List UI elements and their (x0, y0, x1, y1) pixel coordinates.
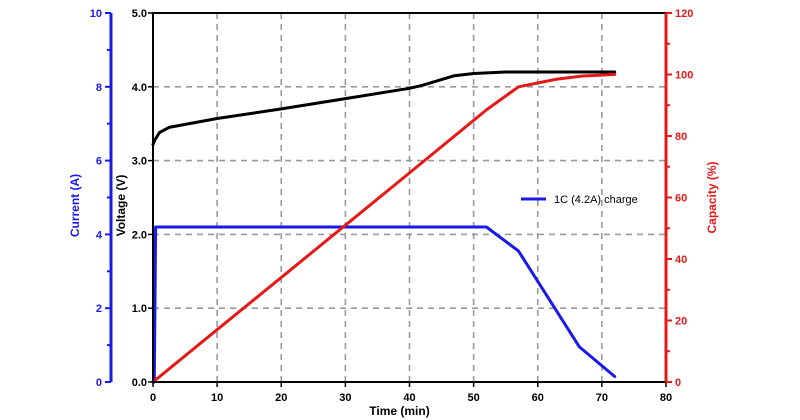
capacity-series-line (151, 73, 617, 384)
capacity-tick-label: 40 (675, 254, 687, 266)
current-tick-label: 0 (96, 377, 102, 389)
x-tick-label: 20 (275, 392, 287, 404)
x-tick-label: 10 (211, 392, 223, 404)
capacity-axis-title: Capacity (%) (705, 161, 719, 233)
x-tick-label: 50 (468, 392, 480, 404)
voltage-series-line (151, 70, 617, 146)
capacity-tick-label: 0 (675, 377, 681, 389)
current-tick-label: 6 (96, 156, 102, 168)
current-axis-title: Current (A) (68, 174, 82, 237)
capacity-tick-label: 60 (675, 193, 687, 205)
x-tick-label: 70 (596, 392, 608, 404)
current-tick-label: 2 (96, 303, 102, 315)
capacity-tick-label: 120 (675, 8, 693, 20)
voltage-tick-label: 4.0 (132, 82, 147, 94)
voltage-tick-label: 3.0 (132, 156, 147, 168)
voltage-tick-label: 0.0 (132, 377, 147, 389)
x-tick-label: 40 (403, 392, 415, 404)
voltage-axis-title: Voltage (V) (114, 175, 128, 237)
voltage-tick-label: 2.0 (132, 229, 147, 241)
x-tick-label: 80 (660, 392, 672, 404)
voltage-tick-label: 5.0 (132, 8, 147, 20)
x-tick-label: 30 (339, 392, 351, 404)
x-axis-title: Time (min) (369, 404, 429, 418)
current-series-line (151, 225, 617, 384)
x-tick-label: 60 (532, 392, 544, 404)
series-lines (151, 70, 617, 384)
legend: 1C (4.2A) charge (521, 194, 638, 206)
capacity-tick-label: 80 (675, 131, 687, 143)
voltage-tick-label: 1.0 (132, 303, 147, 315)
current-tick-label: 8 (96, 82, 102, 94)
x-tick-label: 0 (150, 392, 156, 404)
current-tick-label: 10 (90, 8, 102, 20)
current-tick-label: 4 (96, 229, 103, 241)
legend-label: 1C (4.2A) charge (554, 194, 638, 206)
capacity-tick-label: 20 (675, 316, 687, 328)
capacity-tick-label: 100 (675, 70, 693, 82)
